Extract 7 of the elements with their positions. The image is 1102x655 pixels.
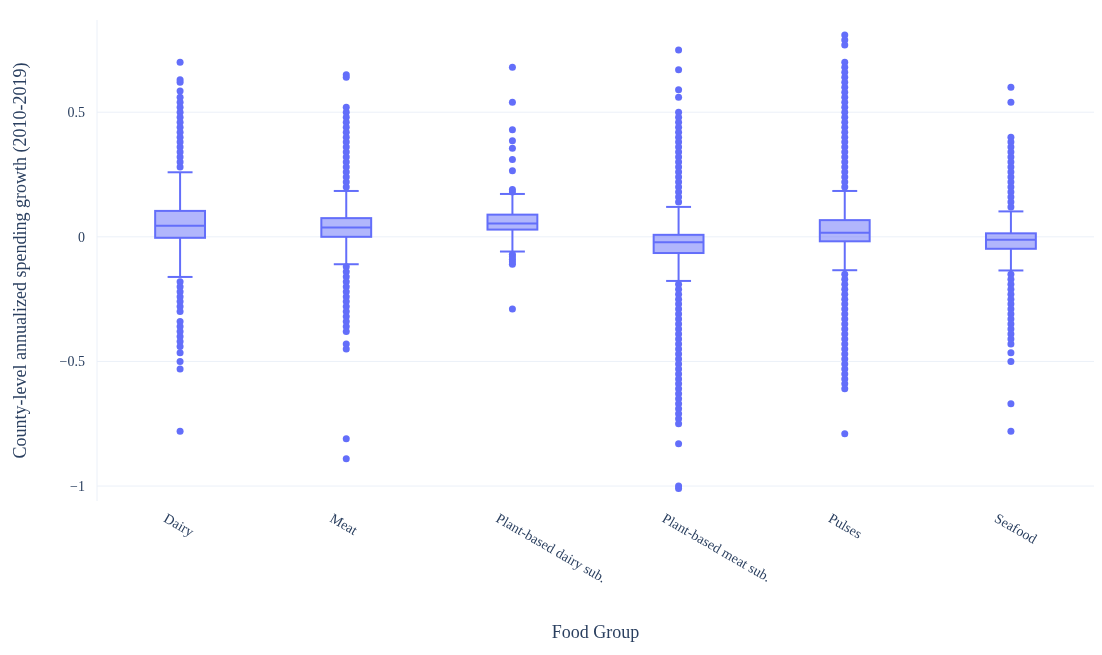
y-tick-label: −0.5	[59, 354, 85, 370]
y-tick-label: 0	[78, 229, 85, 245]
y-axis-title: County-level annualized spending growth (2010-2019)	[10, 62, 31, 459]
x-axis-title: Food Group	[551, 622, 640, 642]
y-tick-label: −1	[70, 478, 85, 494]
x-tick-label: Meat	[327, 510, 360, 539]
y-tick-label: 0.5	[67, 105, 85, 121]
